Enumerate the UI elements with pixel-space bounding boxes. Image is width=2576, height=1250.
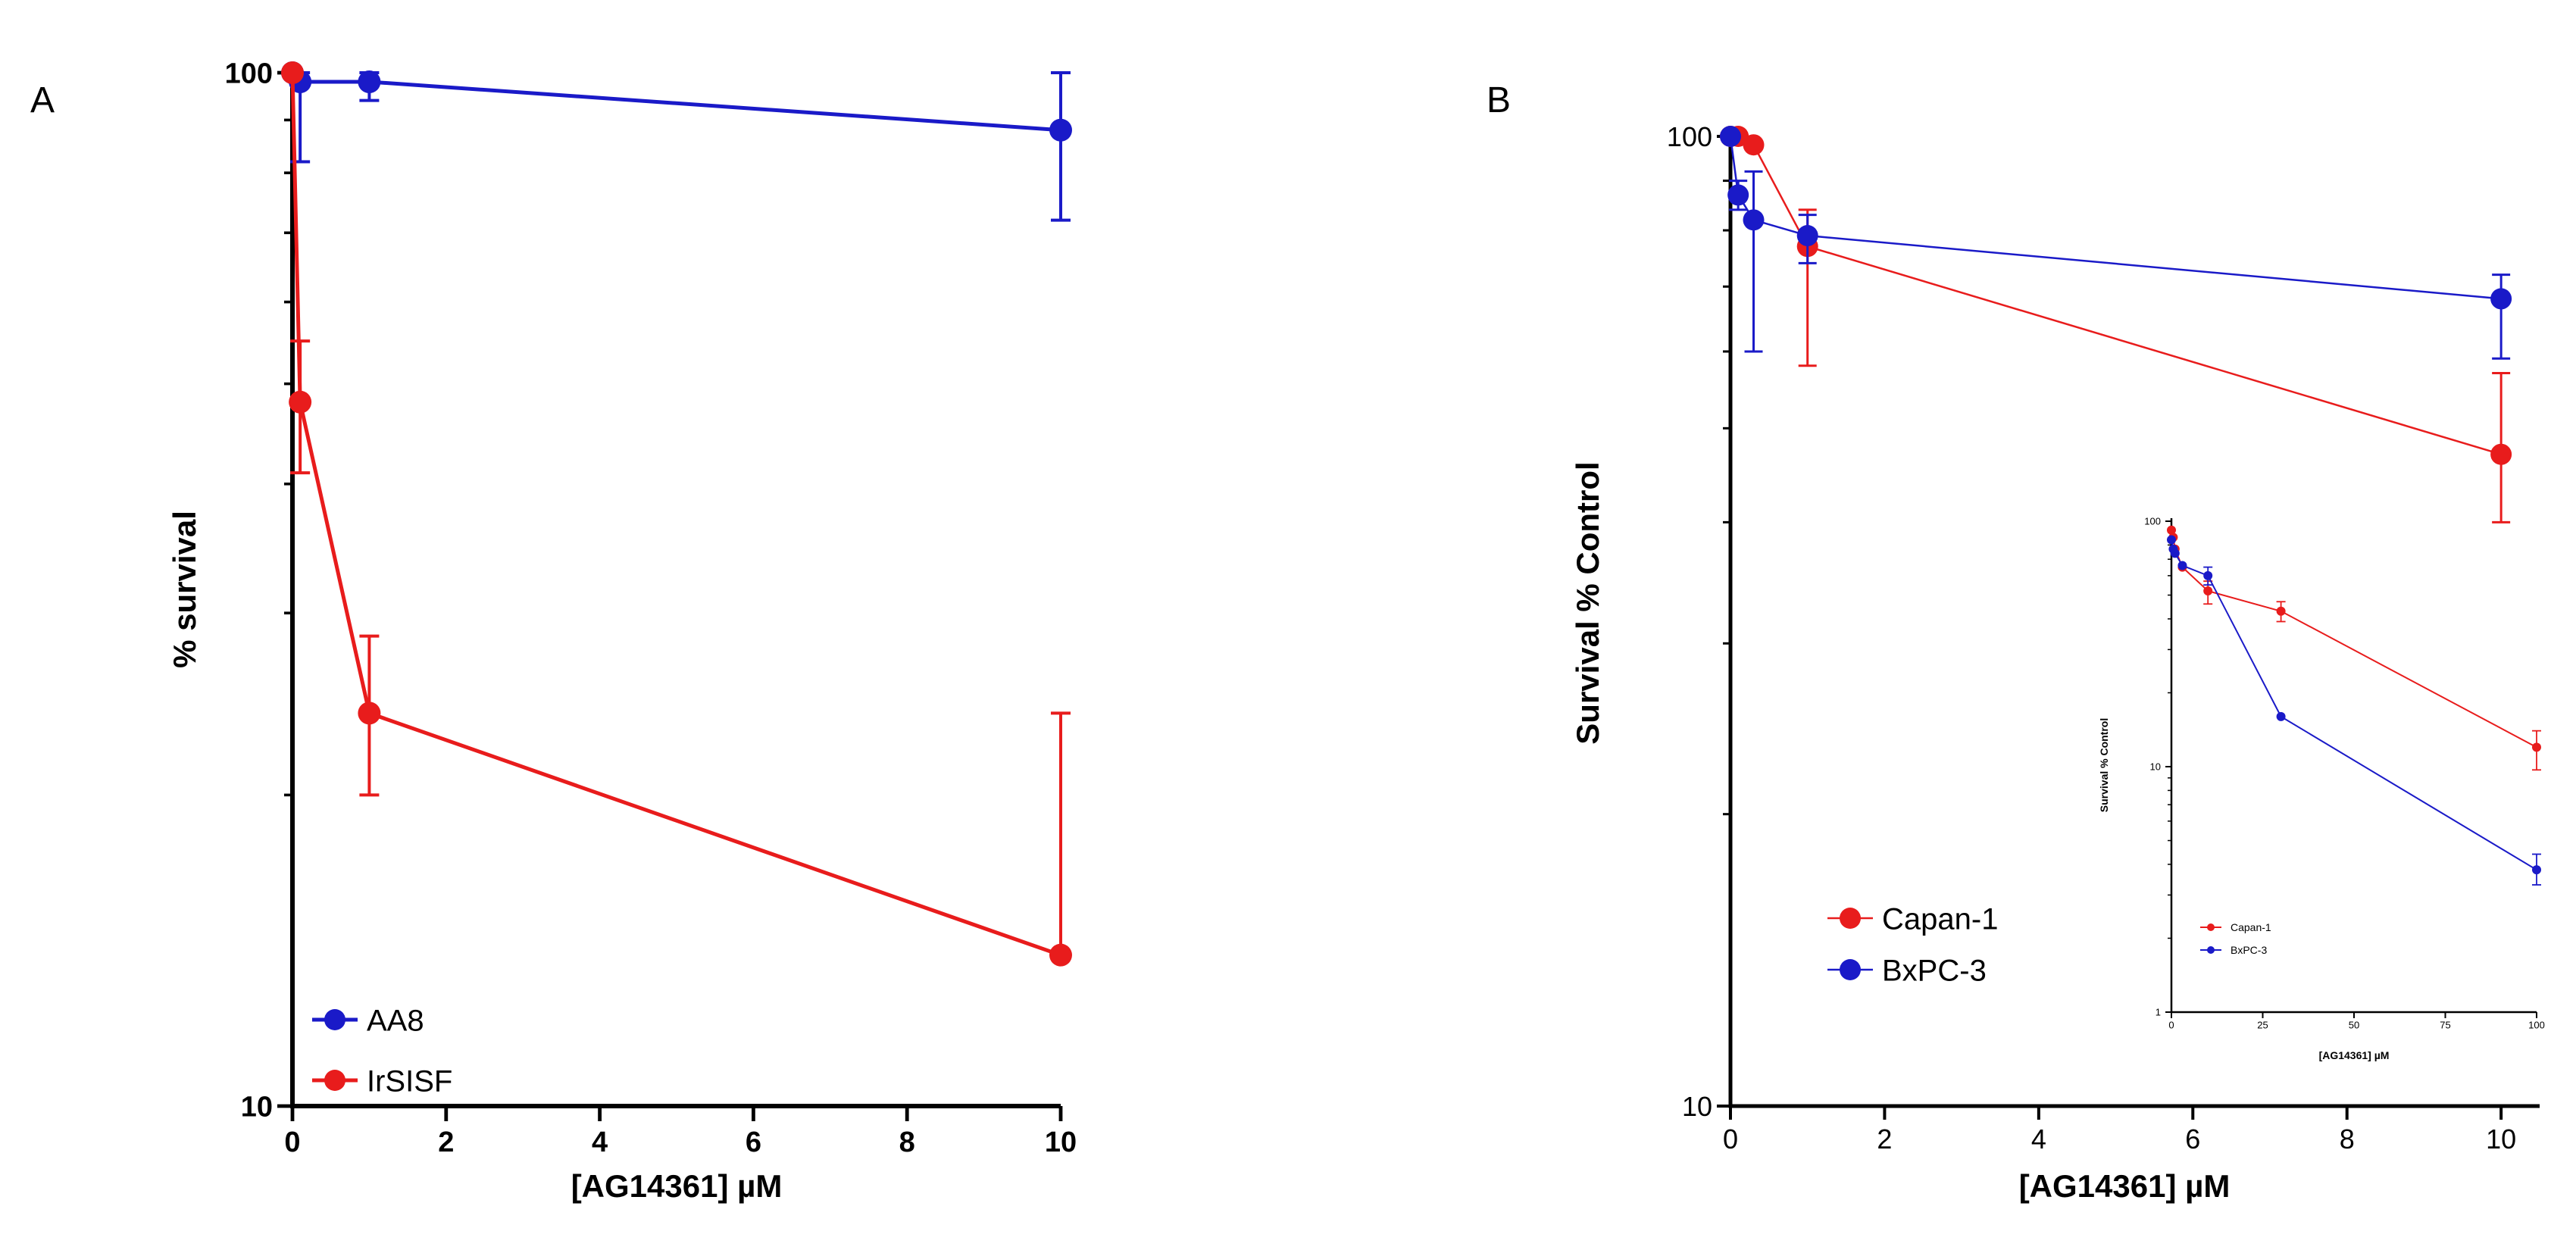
data-point (358, 70, 381, 93)
x-tick-label: 75 (2440, 1020, 2450, 1031)
chart-a: A 0 2 4 6 8 10 100 10 [AG14361] µM % survival AA8 Ir… (30, 58, 1077, 1204)
data-point (2177, 561, 2187, 570)
series-bxpc-3: BxPC-3 (2167, 535, 2541, 956)
data-point (2170, 548, 2180, 558)
data-point (1743, 134, 1765, 156)
series-bxpc-3: BxPC-3 (1720, 126, 2512, 987)
x-tick-label: 4 (592, 1127, 608, 1158)
y-tick-label: 100 (1667, 121, 1712, 152)
data-point (1720, 126, 1741, 147)
data-point (281, 61, 304, 84)
x-tick-label: 100 (2528, 1020, 2545, 1031)
data-point (2532, 742, 2541, 752)
data-point (1049, 943, 1072, 967)
x-tick-label: 2 (438, 1127, 454, 1158)
legend-marker (1840, 908, 1861, 929)
data-point (2490, 288, 2512, 310)
x-tick-label: 4 (2031, 1123, 2046, 1155)
y-axis-label: Survival % Control (2098, 718, 2110, 812)
legend-marker (2207, 946, 2215, 954)
series-line (2171, 539, 2537, 871)
y-tick-label: 100 (2144, 516, 2161, 527)
legend-marker (1840, 959, 1861, 980)
x-tick-label: 25 (2257, 1020, 2268, 1031)
legend-label: BxPC-3 (2231, 944, 2267, 956)
x-axis-label: [AG14361] µM (2319, 1049, 2390, 1061)
x-tick-label: 0 (2168, 1020, 2174, 1031)
data-point (1796, 225, 1818, 247)
data-point (2276, 711, 2286, 721)
data-point (1049, 118, 1072, 142)
x-tick-label: 0 (284, 1127, 300, 1158)
x-tick-label: 6 (2185, 1123, 2200, 1155)
legend-marker (324, 1070, 345, 1091)
x-tick-label: 2 (1877, 1123, 1892, 1155)
x-axis-label: [AG14361] µM (2019, 1168, 2231, 1204)
series-line (290, 72, 1061, 958)
y-axis-label: % survival (167, 511, 202, 668)
legend-label: Capan-1 (2231, 921, 2271, 933)
series-irsisf: IrSISF (281, 61, 1072, 1098)
panel-label: A (30, 80, 55, 120)
series-aa8: AA8 (281, 61, 1072, 1037)
x-axis-label: [AG14361] µM (571, 1168, 783, 1204)
data-point (2167, 525, 2176, 535)
data-point (358, 702, 381, 725)
data-point (2203, 570, 2213, 580)
x-tick-label: 8 (899, 1127, 915, 1158)
y-tick-label: 10 (1682, 1091, 1712, 1122)
legend-marker (2207, 923, 2215, 931)
legend-label: AA8 (367, 1004, 424, 1037)
series-capan-1: Capan-1 (2167, 525, 2541, 933)
series-line (1730, 135, 2502, 455)
data-point (289, 390, 312, 414)
x-tick-label: 6 (746, 1127, 761, 1158)
series-capan-1: Capan-1 (1720, 126, 2512, 936)
y-tick-label: 10 (2150, 761, 2161, 773)
data-point (2490, 443, 2512, 465)
x-tick-label: 10 (1045, 1127, 1077, 1158)
y-tick-label: 1 (2156, 1007, 2161, 1018)
y-tick-label: 100 (225, 58, 273, 90)
data-point (2276, 606, 2286, 616)
data-point (1743, 209, 1765, 231)
data-point (1727, 184, 1749, 206)
x-tick-label: 10 (2486, 1123, 2516, 1155)
series-line (2171, 530, 2537, 748)
x-tick-label: 50 (2349, 1020, 2359, 1031)
y-tick-label: 10 (241, 1092, 273, 1123)
legend-marker (324, 1009, 345, 1030)
x-tick-label: 8 (2340, 1123, 2355, 1155)
legend-label: Capan-1 (1882, 902, 1998, 936)
data-point (2167, 535, 2176, 545)
x-tick-label: 0 (1723, 1123, 1738, 1155)
data-point (2203, 586, 2213, 596)
legend-label: IrSISF (367, 1064, 452, 1098)
series-line (291, 71, 1061, 133)
panel-label: B (1487, 80, 1511, 120)
data-point (2532, 865, 2541, 875)
chart-b-inset: 0 25 50 75 100 100 10 1 [AG14361] µM Survival % C… (2098, 516, 2545, 1061)
series-line (1729, 136, 2502, 300)
y-axis-label: Survival % Control (1570, 461, 1605, 744)
legend-label: BxPC-3 (1882, 954, 1987, 987)
